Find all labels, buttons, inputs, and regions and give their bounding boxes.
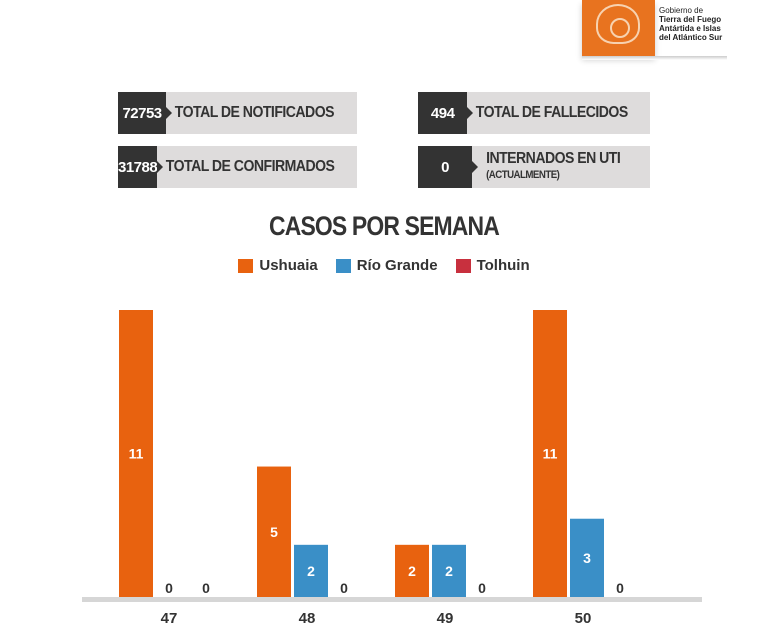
data-label: 0 — [616, 580, 624, 596]
data-label: 11 — [129, 446, 144, 462]
bar-ushuaia-47 — [119, 310, 153, 597]
stat-label: INTERNADOS EN UTI (ACTUALMENTE) — [472, 150, 621, 184]
chart-legend: Ushuaia Río Grande Tolhuin — [0, 257, 768, 274]
legend-swatch — [455, 258, 471, 273]
legend-label: Ushuaia — [259, 257, 318, 274]
stat-label: TOTAL DE CONFIRMADOS — [166, 158, 335, 175]
stat-value: 0 — [418, 146, 478, 188]
x-tick-label: 47 — [161, 610, 178, 627]
legend-label: Río Grande — [356, 257, 438, 274]
x-tick-label: 48 — [299, 610, 316, 627]
stat-label: TOTAL DE FALLECIDOS — [476, 104, 629, 121]
legend-item-rio-grande: Río Grande — [335, 257, 438, 274]
data-label: 0 — [340, 580, 348, 596]
data-label: 0 — [165, 580, 173, 596]
stat-fallecidos: 494 TOTAL DE FALLECIDOS — [418, 92, 650, 134]
data-label: 0 — [202, 580, 210, 596]
stat-label-main: INTERNADOS EN UTI — [486, 150, 621, 167]
logo-line: Gobierno de — [659, 6, 704, 15]
data-label: 3 — [583, 550, 591, 566]
bar-río-grande-49 — [432, 544, 466, 597]
stat-label: TOTAL DE NOTIFICADOS — [174, 104, 335, 121]
data-label: 2 — [408, 563, 416, 579]
bar-río-grande-50 — [570, 518, 604, 597]
stat-internados-uti: 0 INTERNADOS EN UTI (ACTUALMENTE) — [418, 146, 650, 188]
stat-value: 494 — [418, 92, 474, 134]
legend-swatch — [335, 258, 351, 273]
coat-of-arms-icon — [596, 4, 640, 44]
legend-item-ushuaia: Ushuaia — [238, 257, 318, 274]
stat-value: 72753 — [118, 92, 173, 134]
legend-item-tolhuin: Tolhuin — [455, 257, 530, 274]
logo-line: del Atlántico Sur — [659, 33, 723, 42]
data-label: 2 — [445, 563, 453, 579]
logo-line: Tierra del Fuego — [659, 15, 722, 24]
logo-line: Antártida e Islas — [659, 24, 721, 33]
x-axis-line — [82, 597, 702, 602]
stat-value: 31788 — [118, 146, 164, 188]
data-label: 11 — [543, 446, 558, 462]
bar-ushuaia-50 — [533, 310, 567, 597]
bar-ushuaia-49 — [395, 544, 429, 597]
data-label: 0 — [478, 580, 486, 596]
data-label: 2 — [307, 563, 315, 579]
legend-swatch — [238, 258, 254, 273]
stat-notificados: 72753 TOTAL DE NOTIFICADOS — [118, 92, 357, 134]
logo-shadow — [582, 56, 727, 60]
x-tick-label: 49 — [437, 610, 454, 627]
logo-text: Gobierno de Tierra del Fuego Antártida e… — [659, 6, 739, 42]
chart-title: CASOS POR SEMANA — [269, 211, 500, 241]
legend-label: Tolhuin — [476, 257, 530, 274]
bar-río-grande-48 — [294, 544, 328, 597]
government-logo — [582, 0, 655, 56]
bar-ushuaia-48 — [257, 466, 291, 597]
data-label: 5 — [270, 524, 278, 540]
stat-sublabel: (ACTUALMENTE) — [486, 169, 560, 181]
x-tick-label: 50 — [575, 610, 592, 627]
stat-confirmados: 31788 TOTAL DE CONFIRMADOS — [118, 146, 357, 188]
